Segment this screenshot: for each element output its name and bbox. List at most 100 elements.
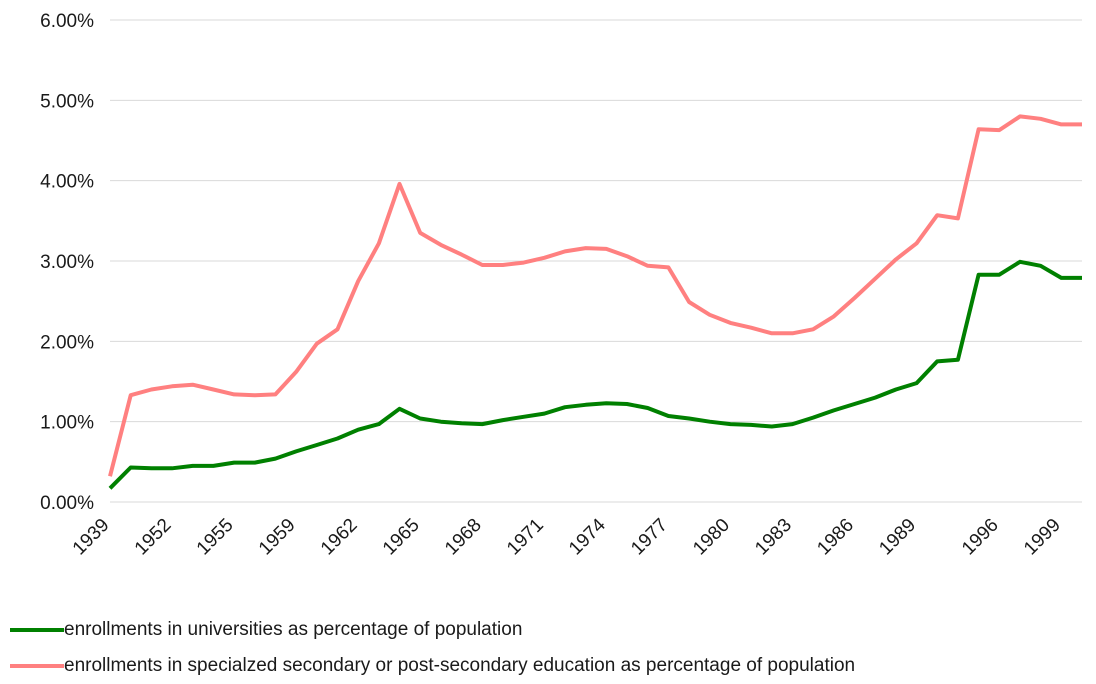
legend-item-specialized: enrollments in specialzed secondary or p… [10,648,855,684]
data-point-s1 [275,394,276,395]
data-point-s0 [647,408,648,409]
y-tick-label: 4.00% [40,172,94,193]
data-point-s0 [234,462,235,463]
y-tick-label: 3.00% [40,252,94,273]
data-point-s1 [647,265,648,266]
data-point-s0 [792,424,793,425]
data-point-s0 [585,404,586,405]
data-point-s0 [627,403,628,404]
data-point-s0 [564,407,565,408]
data-point-s0 [689,418,690,419]
data-point-s1 [130,395,131,396]
data-point-s1 [1061,124,1062,125]
data-point-s1 [213,389,214,390]
data-point-s0 [192,465,193,466]
data-point-s0 [1040,265,1041,266]
data-point-s1 [461,254,462,255]
data-point-s0 [978,274,979,275]
data-point-s1 [482,265,483,266]
data-point-s0 [151,468,152,469]
legend-item-universities: enrollments in universities as percentag… [10,612,855,648]
x-tick-label: 1959 [255,515,300,560]
data-point-s0 [544,413,545,414]
data-point-s1 [833,316,834,317]
x-tick-label: 1965 [379,515,424,560]
x-tick-label: 1986 [813,515,858,560]
data-point-s0 [378,424,379,425]
data-point-s0 [172,468,173,469]
data-point-s1 [1082,124,1083,125]
data-point-s0 [833,410,834,411]
y-tick-label: 0.00% [40,493,94,514]
data-point-s1 [668,267,669,268]
data-point-s1 [316,343,317,344]
x-tick-label: 1974 [565,514,610,559]
data-point-s1 [502,265,503,266]
data-point-s1 [916,243,917,244]
data-point-s1 [544,257,545,258]
data-point-s0 [709,421,710,422]
data-point-s0 [606,403,607,404]
data-point-s1 [937,215,938,216]
data-point-s0 [420,418,421,419]
data-point-s0 [275,458,276,459]
data-point-s1 [296,371,297,372]
data-point-s0 [482,424,483,425]
line-chart: 0.00% 1.00% 2.00% 3.00% 4.00% 5.00% 6.00% 1939 1… [40,11,1083,560]
data-point-s1 [564,251,565,252]
data-point-s0 [213,465,214,466]
data-point-s0 [916,383,917,384]
x-tick-label: 1971 [503,515,548,560]
x-tick-label: 1983 [751,515,796,560]
data-point-s0 [1082,277,1083,278]
x-tick-label: 1952 [131,515,176,560]
data-point-s0 [895,389,896,390]
data-point-s0 [751,424,752,425]
y-tick-label: 1.00% [40,413,94,434]
legend-label-universities: enrollments in universities as percentag… [64,619,523,640]
data-point-s1 [254,395,255,396]
y-tick-label: 6.00% [40,11,94,32]
x-tick-label: 1939 [69,515,114,560]
data-point-s0 [957,359,958,360]
data-point-s1 [358,281,359,282]
data-point-s0 [668,416,669,417]
x-tick-label: 1996 [958,515,1003,560]
data-point-s1 [151,389,152,390]
data-point-s1 [957,218,958,219]
x-tick-label: 1962 [317,515,362,560]
legend-swatch-universities [10,628,64,632]
data-point-s0 [875,397,876,398]
series-line-1 [108,114,1082,477]
x-tick-label: 1968 [441,515,486,560]
data-point-s1 [730,322,731,323]
data-point-s0 [813,417,814,418]
y-tick-label: 2.00% [40,332,94,353]
x-tick-label: 1977 [627,515,672,560]
data-point-s0 [440,421,441,422]
x-tick-label: 1955 [193,515,238,560]
data-point-s1 [606,248,607,249]
data-point-s1 [1040,118,1041,119]
data-point-s0 [502,420,503,421]
data-point-s1 [234,394,235,395]
data-point-s1 [378,243,379,244]
data-point-s1 [110,476,111,477]
data-point-s0 [358,429,359,430]
data-point-s1 [399,183,400,184]
data-point-s0 [337,438,338,439]
data-point-s1 [792,333,793,334]
x-tick-label: 1980 [689,515,734,560]
data-point-s1 [1019,116,1020,117]
data-point-s0 [461,423,462,424]
data-point-s0 [110,488,111,489]
data-point-s0 [130,467,131,468]
legend: enrollments in universities as percentag… [10,612,855,684]
data-point-s1 [172,386,173,387]
x-tick-label: 1989 [875,515,920,560]
data-point-s1 [978,129,979,130]
data-point-s1 [875,278,876,279]
data-point-s1 [627,256,628,257]
series-line-0 [108,259,1082,490]
data-point-s1 [440,244,441,245]
